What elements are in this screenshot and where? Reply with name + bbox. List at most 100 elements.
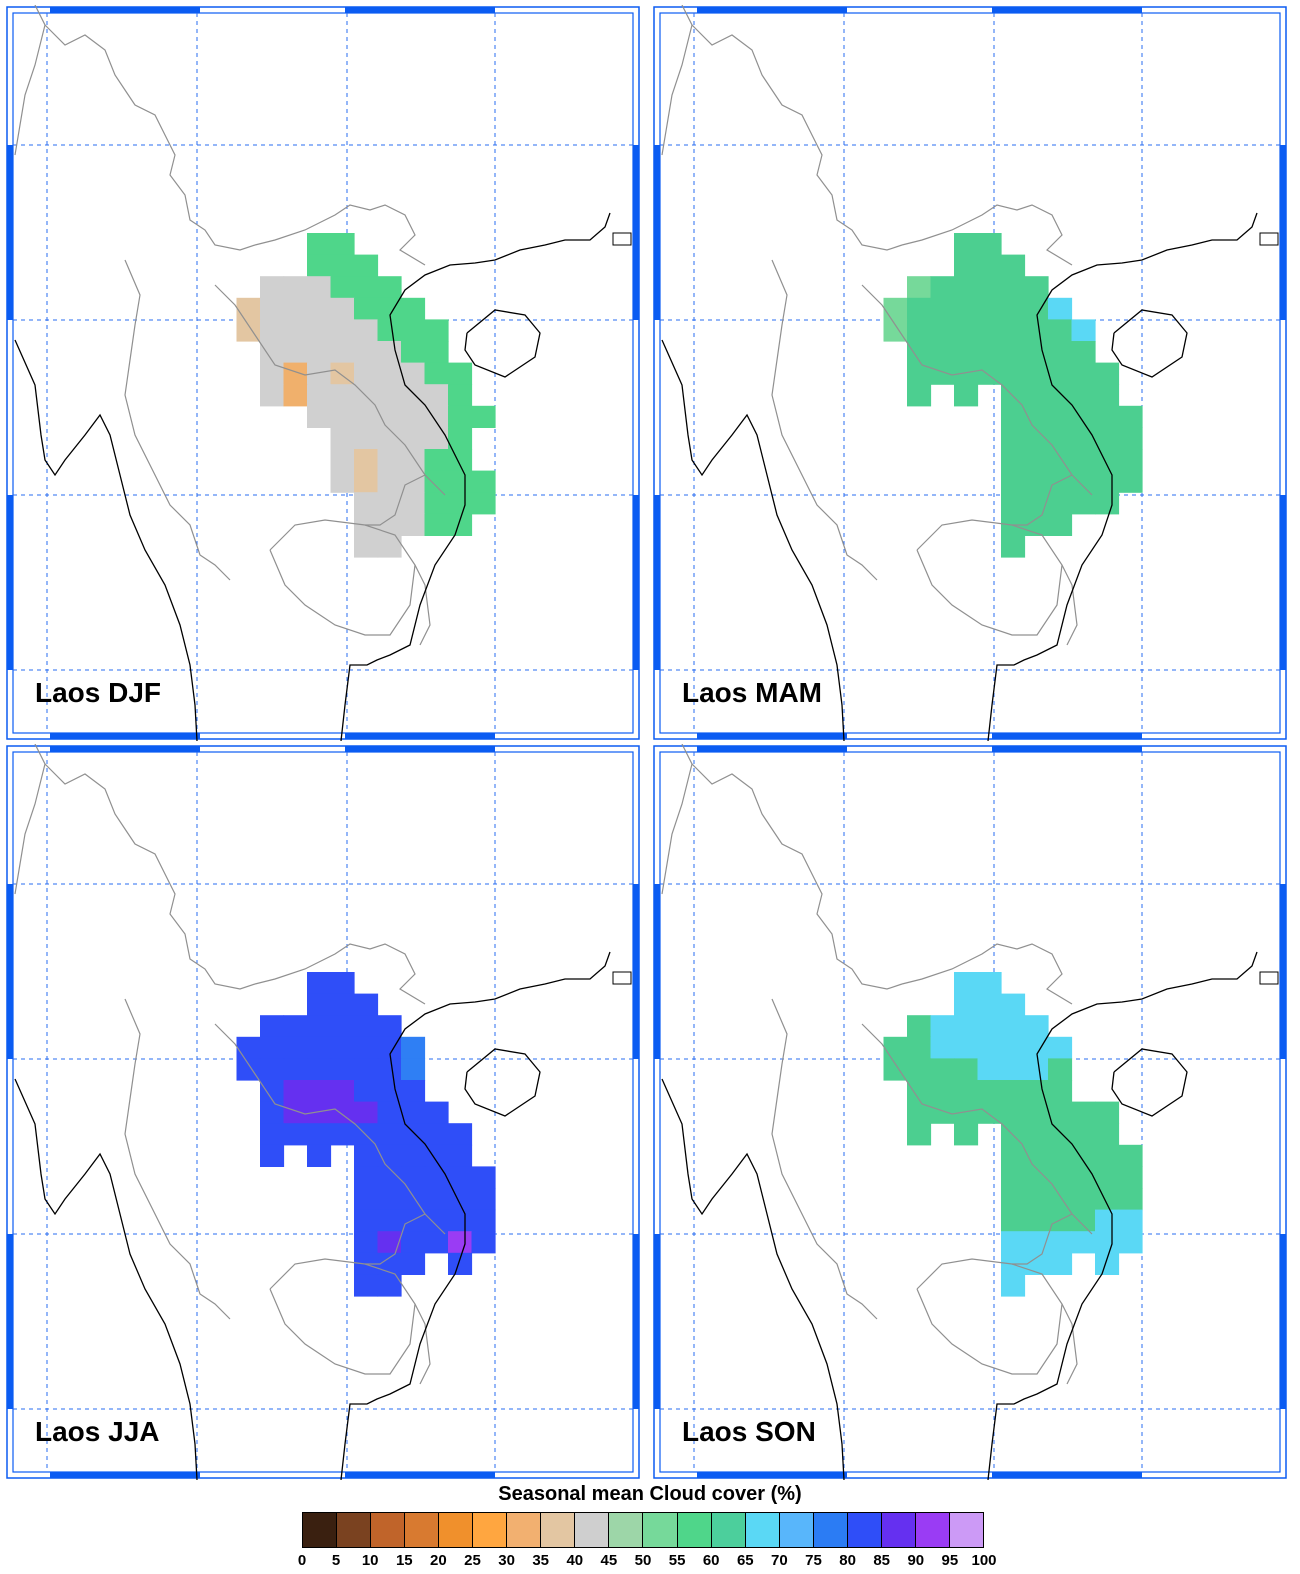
cloud-cover-cell [977, 1058, 1002, 1081]
cloud-cover-cell [954, 1123, 979, 1146]
cloud-cover-cell [354, 427, 379, 450]
country-border [771, 998, 878, 1320]
cloud-cover-cell [1024, 513, 1049, 536]
cloud-cover-cell [1071, 1144, 1096, 1167]
frame-tick [1280, 145, 1286, 320]
cloud-cover-cell [1118, 470, 1143, 493]
cloud-cover-cell [977, 297, 1002, 320]
cloud-cover-cells [236, 972, 496, 1297]
cloud-cover-cell [260, 384, 285, 407]
cloud-cover-cell [1024, 384, 1049, 407]
cloud-cover-cell [883, 1036, 908, 1059]
frame-tick [992, 1472, 1142, 1478]
cloud-cover-cell [307, 1101, 332, 1124]
cloud-cover-cell [1071, 470, 1096, 493]
cloud-cover-cell [1001, 1209, 1026, 1232]
cloud-cover-cell [377, 297, 402, 320]
cloud-cover-cell [330, 341, 355, 364]
cloud-cover-cell [1095, 449, 1120, 472]
cloud-cover-cell [330, 1101, 355, 1124]
cloud-cover-cell [1048, 513, 1073, 536]
cloud-cover-cell [954, 276, 979, 299]
cloud-cover-cell [401, 1144, 426, 1167]
country-border [901, 204, 1073, 266]
cloud-cover-cell [977, 1015, 1002, 1038]
cloud-cover-cell [1001, 1274, 1026, 1297]
cloud-cover-cell [424, 1166, 449, 1189]
cloud-cover-cell [377, 341, 402, 364]
cloud-cover-cell [1001, 319, 1026, 342]
cloud-cover-cell [377, 1058, 402, 1081]
colorbar-swatch [847, 1513, 882, 1547]
cloud-cover-cell [977, 341, 1002, 364]
cloud-cover-cell [907, 276, 932, 299]
colorbar-tick-label: 10 [361, 1552, 379, 1569]
colorbar-tick-label: 40 [566, 1552, 584, 1569]
frame-tick [697, 746, 847, 752]
cloud-cover-cell [354, 1274, 379, 1297]
cloud-cover-cell [954, 384, 979, 407]
cloud-cover-cell [377, 449, 402, 472]
cloud-cover-cell [424, 1231, 449, 1254]
country-border [365, 474, 426, 526]
country-border [269, 519, 416, 636]
country-border [254, 204, 426, 266]
cloud-cover-cell [377, 1101, 402, 1124]
cloud-cover-cell [1001, 1188, 1026, 1211]
cloud-cover-cell [954, 1015, 979, 1038]
cloud-cover-cell [1001, 1036, 1026, 1059]
cloud-cover-cell [354, 254, 379, 277]
cloud-cover-cell [1095, 1209, 1120, 1232]
cloud-cover-cell [424, 470, 449, 493]
cloud-cover-cell [954, 993, 979, 1016]
cloud-cover-cell [377, 1015, 402, 1038]
cloud-cover-cell [330, 1123, 355, 1146]
cloud-cover-cell [977, 993, 1002, 1016]
panel-label-mam: Laos MAM [682, 677, 822, 708]
colorbar-swatch [541, 1513, 576, 1547]
cloud-cover-cell [977, 1036, 1002, 1059]
country-border [414, 564, 431, 646]
cloud-cover-cell [307, 1123, 332, 1146]
cloud-cover-cell [424, 319, 449, 342]
cloud-cover-cell [977, 233, 1002, 256]
cloud-cover-cell [401, 297, 426, 320]
cloud-cover-cell [1095, 405, 1120, 428]
cloud-cover-cell [377, 276, 402, 299]
cloud-cover-cell [283, 362, 308, 385]
cloud-cover-cell [283, 319, 308, 342]
cloud-cover-cell [1095, 1231, 1120, 1254]
cloud-cover-cell [330, 427, 355, 450]
cloud-cover-cell [307, 254, 332, 277]
cloud-cover-cell [260, 1036, 285, 1059]
colorbar-swatch [881, 1513, 916, 1547]
cloud-cover-cell [1071, 427, 1096, 450]
cloud-cover-cell [930, 1101, 955, 1124]
frame-tick [345, 1472, 495, 1478]
cloud-cover-cell [377, 1209, 402, 1232]
cloud-cover-cell [1024, 319, 1049, 342]
cloud-cover-cell [907, 341, 932, 364]
cloud-cover-cell [307, 1144, 332, 1167]
cloud-cover-cell [401, 341, 426, 364]
cloud-cover-cell [930, 341, 955, 364]
cloud-cover-cell [907, 1015, 932, 1038]
cloud-cover-cell [930, 1015, 955, 1038]
map-canvas-jja [6, 744, 640, 1480]
cloud-cover-cell [1048, 492, 1073, 515]
frame-tick [654, 1234, 660, 1409]
cloud-cover-cell [448, 1188, 473, 1211]
cloud-cover-cell [448, 1252, 473, 1275]
cloud-cover-cell [401, 1188, 426, 1211]
colorbar-tick-label: 25 [464, 1552, 481, 1569]
frame-tick [345, 7, 495, 13]
cloud-cover-cell [1001, 1101, 1026, 1124]
cloud-cover-cell [354, 1144, 379, 1167]
cloud-cover-cell [424, 1123, 449, 1146]
cloud-cover-cell [448, 1144, 473, 1167]
cloud-cover-cell [448, 362, 473, 385]
colorbar-title: Seasonal mean Cloud cover (%) [498, 1483, 802, 1505]
frame-tick [1280, 1234, 1286, 1409]
cloud-cover-cell [448, 449, 473, 472]
cloud-cover-cell [330, 1015, 355, 1038]
